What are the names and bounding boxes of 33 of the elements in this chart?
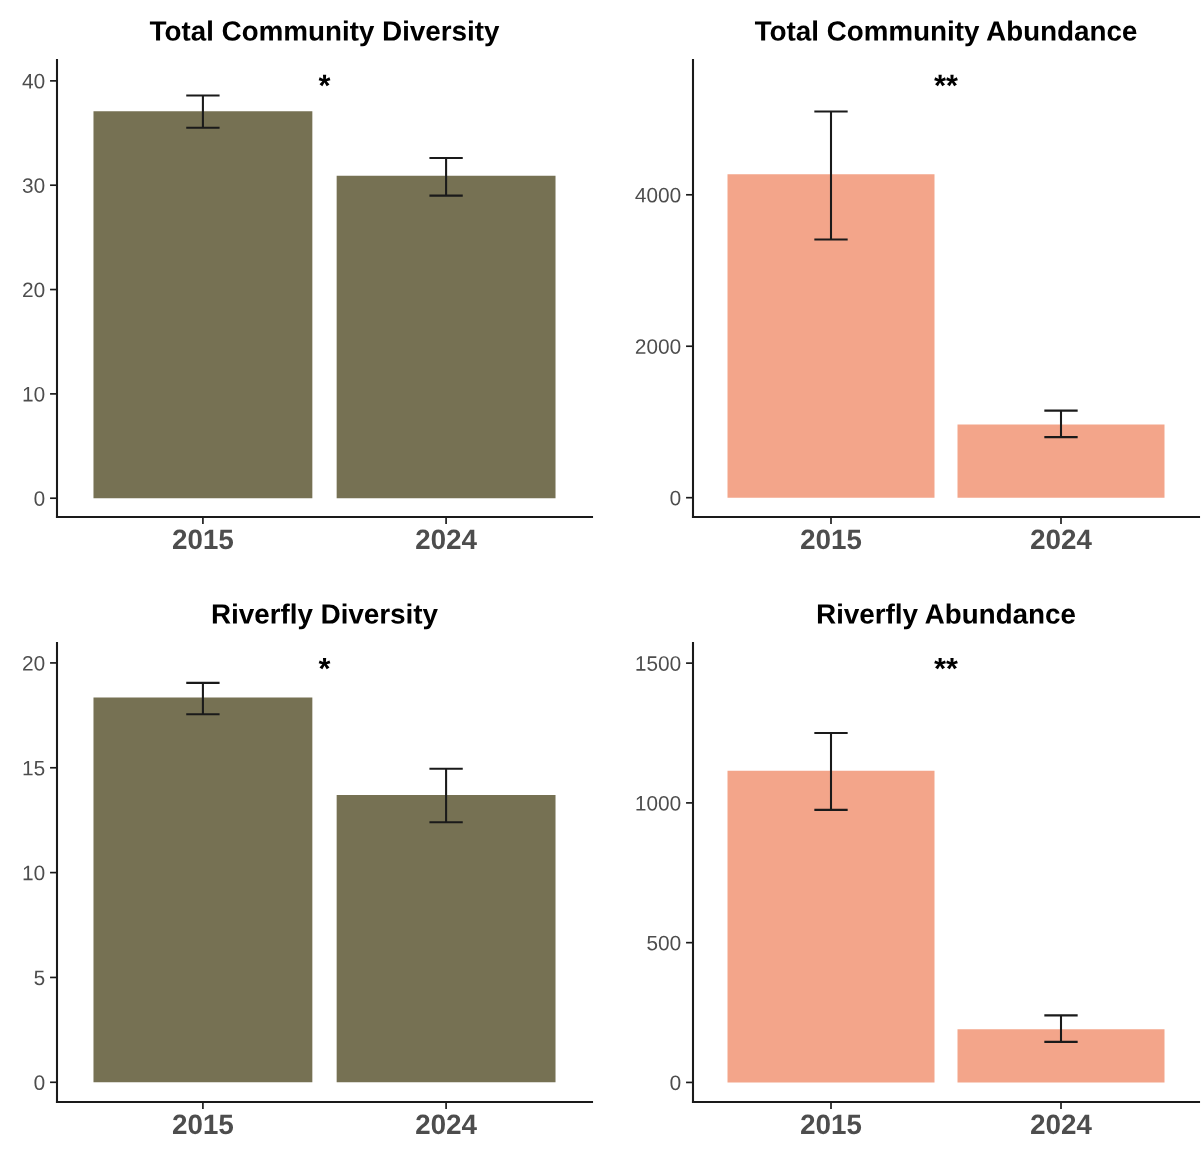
x-tick-label: 2015: [172, 529, 234, 550]
y-tick-label: 1000: [636, 795, 681, 811]
y-tick-label: 500: [647, 935, 681, 951]
chart-title: Total Community Diversity: [149, 20, 500, 47]
x-tick-label: 2024: [416, 1114, 477, 1135]
x-tick-label: 2015: [801, 529, 862, 550]
y-tick-label: 2000: [635, 339, 681, 354]
y-tick-label: 0: [34, 491, 45, 506]
annotation: *: [318, 657, 331, 670]
chart-title: Total Community Abundance: [754, 20, 1137, 47]
y-tick-label: 10: [23, 386, 45, 402]
y-tick-label: 1500: [636, 656, 681, 671]
annotation: **: [934, 657, 958, 670]
y-tick-label: 0: [670, 1075, 681, 1091]
y-tick-label: 4000: [635, 187, 681, 203]
y-tick-label: 30: [22, 178, 45, 193]
x-tick-label: 2024: [1031, 529, 1092, 550]
y-tick-label: 40: [22, 73, 45, 89]
y-tick-label: 20: [23, 282, 45, 298]
y-tick-label: 20: [23, 655, 45, 671]
y-tick-label: 15: [23, 760, 45, 776]
x-tick-label: 2024: [416, 529, 477, 550]
chart-title: Riverfly Diversity: [212, 603, 438, 630]
x-tick-label: 2015: [172, 1114, 234, 1135]
y-tick-label: 0: [670, 490, 681, 506]
y-tick-label: 10: [23, 865, 45, 881]
annotation: **: [934, 74, 958, 87]
y-tick-label: 0: [34, 1075, 45, 1091]
annotation: *: [318, 74, 331, 87]
x-tick-label: 2015: [801, 1114, 862, 1135]
x-tick-label: 2024: [1031, 1114, 1092, 1135]
y-tick-label: 5: [34, 970, 45, 986]
chart-title: Riverfly Abundance: [817, 603, 1075, 630]
